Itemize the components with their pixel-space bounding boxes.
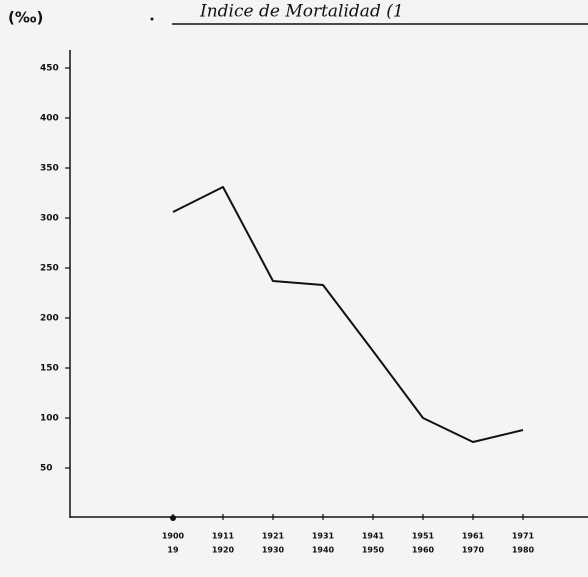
chart-title: Indice de Mortalidad (1 bbox=[199, 2, 404, 22]
x-tick-label: 1980 bbox=[512, 546, 535, 555]
x-tick-label: 1931 bbox=[312, 532, 335, 541]
x-tick-label: 1911 bbox=[212, 532, 235, 541]
y-tick-label: 200 bbox=[40, 314, 59, 324]
x-tick-label: 1921 bbox=[262, 532, 285, 541]
x-tick-label: 1920 bbox=[212, 546, 235, 555]
y-tick-label: 100 bbox=[40, 414, 59, 424]
y-tick-label: 350 bbox=[40, 164, 59, 174]
y-tick-label: 250 bbox=[40, 264, 59, 274]
chart: (‰) Indice de Mortalidad (1 50 100 150 200 2… bbox=[0, 0, 588, 577]
page: {"chart_data": {"type": "line", "title":… bbox=[0, 0, 588, 577]
x-tick-label: 1960 bbox=[412, 546, 435, 555]
dot bbox=[151, 18, 154, 21]
x-tick-label: 1940 bbox=[312, 546, 335, 555]
y-axis-label: (‰) bbox=[8, 9, 43, 27]
y-tick-label: 150 bbox=[40, 364, 59, 374]
x-tick-label: 1961 bbox=[462, 532, 485, 541]
x-tick-label: 1941 bbox=[362, 532, 385, 541]
x-tick-label: 1970 bbox=[462, 546, 485, 555]
x-tick-label: 1951 bbox=[412, 532, 435, 541]
line bbox=[173, 187, 523, 442]
y-tick-label: 50 bbox=[40, 464, 53, 474]
y-tick-label: 450 bbox=[40, 64, 59, 74]
y-tick-label: 300 bbox=[40, 214, 59, 224]
origin-dot bbox=[170, 515, 176, 521]
x-tick-label: 19 bbox=[167, 546, 179, 555]
x-tick-label: 1900 bbox=[162, 532, 185, 541]
y-tick-label: 400 bbox=[40, 114, 59, 124]
x-tick-label: 1930 bbox=[262, 546, 285, 555]
x-tick-label: 1971 bbox=[512, 532, 535, 541]
x-tick-label: 1950 bbox=[362, 546, 385, 555]
